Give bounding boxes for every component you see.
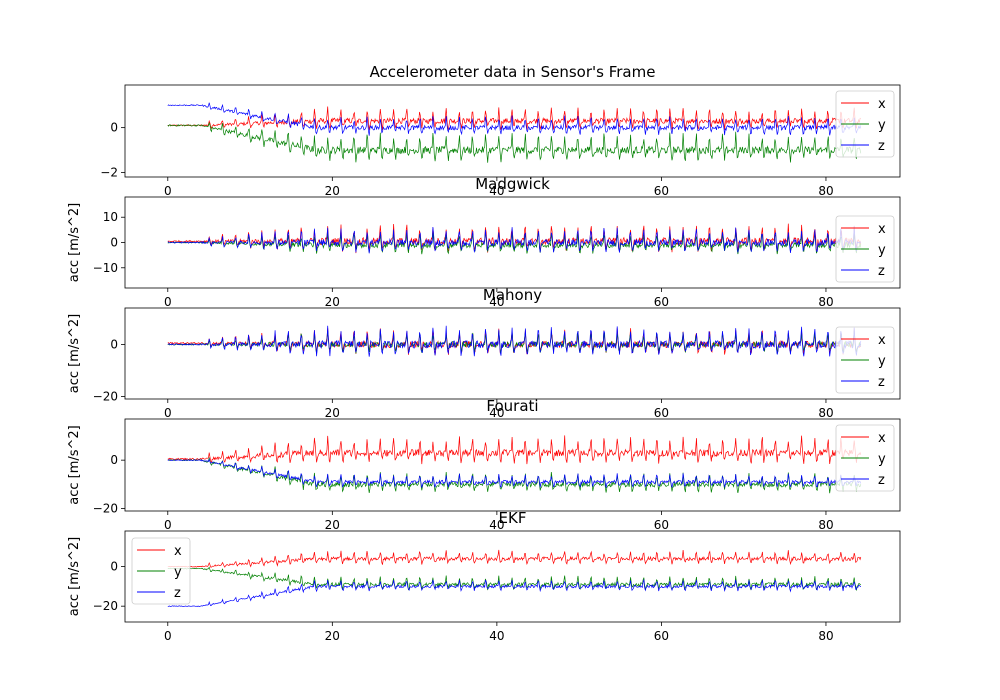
- x-tick-label: 0: [164, 518, 172, 532]
- y-tick-label: 0: [110, 560, 118, 574]
- y-axis-label: acc [m/s^2]: [67, 537, 82, 617]
- x-tick-label: 20: [325, 184, 340, 198]
- subplot-4: 0 20 40 60 80 −20 0 Fourati acc [m/s^2] xyz: [67, 397, 901, 532]
- subplot-3: 0 20 40 60 80 −20 0 Mahony acc [m/s^2] xyz: [67, 286, 901, 420]
- y-axis-label: acc [m/s^2]: [67, 425, 82, 505]
- subplot-1: 0 20 40 60 80 −2 0 Accelerometer data in Sensor…: [100, 63, 901, 198]
- legend-label-y: y: [878, 118, 886, 133]
- legend-label-x: x: [878, 333, 886, 348]
- x-tick-label: 80: [818, 184, 833, 198]
- subplot-title: Accelerometer data in Sensor's Frame: [370, 63, 656, 81]
- series-group: [167, 435, 862, 494]
- x-tick-label: 20: [325, 406, 340, 420]
- y-tick-label: 0: [110, 121, 118, 135]
- legend-label-z: z: [878, 139, 885, 154]
- x-tick-label: 40: [489, 184, 504, 198]
- x-tick-label: 20: [325, 518, 340, 532]
- subplot-2: 0 20 40 60 80 −10 0 10 Madgwick acc [m/s^2] xyz: [67, 175, 901, 309]
- legend-label-z: z: [878, 473, 885, 488]
- legend-label-z: z: [174, 586, 181, 601]
- y-tick-label: −20: [93, 599, 118, 613]
- y-tick-label: 0: [110, 236, 118, 250]
- legend-label-x: x: [878, 97, 886, 112]
- x-tick-label: 0: [164, 406, 172, 420]
- x-tick-label: 60: [654, 629, 669, 643]
- legend-label-x: x: [878, 431, 886, 446]
- x-tick-label: 60: [654, 295, 669, 309]
- legend-label-z: z: [878, 375, 885, 390]
- legend-label-z: z: [878, 264, 885, 279]
- axes-frame: [124, 307, 901, 400]
- series-line-z: [167, 578, 862, 607]
- series-line-y: [167, 566, 862, 591]
- legend-label-x: x: [174, 544, 182, 559]
- x-tick-label: 60: [654, 518, 669, 532]
- x-tick-label: 0: [164, 184, 172, 198]
- y-tick-label: 0: [110, 453, 118, 467]
- series-line-y: [167, 121, 862, 163]
- y-axis-label: acc [m/s^2]: [67, 314, 82, 394]
- series-group: [167, 223, 862, 255]
- x-tick-label: 0: [164, 629, 172, 643]
- y-tick-label: 0: [110, 337, 118, 351]
- y-tick-label: −20: [93, 502, 118, 516]
- x-tick-label: 60: [654, 406, 669, 420]
- subplot-5: 0 20 40 60 80 −20 0 EKF acc [m/s^2] xyz: [67, 509, 901, 643]
- axes-frame: [124, 418, 901, 512]
- legend: xyz: [131, 537, 191, 605]
- series-line-z: [167, 226, 862, 254]
- legend-label-y: y: [878, 243, 886, 258]
- x-tick-label: 60: [654, 184, 669, 198]
- x-tick-label: 80: [818, 295, 833, 309]
- x-tick-label: 40: [489, 518, 504, 532]
- series-line-y: [167, 457, 862, 494]
- legend: xyz: [835, 424, 895, 492]
- x-tick-label: 20: [325, 629, 340, 643]
- y-axis-label: acc [m/s^2]: [67, 203, 82, 283]
- subplot-title: Mahony: [483, 286, 542, 304]
- subplot-title: Madgwick: [475, 175, 550, 193]
- x-tick-label: 0: [164, 295, 172, 309]
- x-tick-label: 40: [489, 406, 504, 420]
- legend-label-x: x: [878, 222, 886, 237]
- x-tick-label: 40: [489, 295, 504, 309]
- legend-label-y: y: [174, 565, 182, 580]
- legend: xyz: [835, 90, 895, 158]
- series-line-x: [167, 549, 862, 568]
- subplot-title: Fourati: [486, 397, 538, 415]
- y-tick-label: −20: [93, 389, 118, 403]
- axes-frame: [124, 84, 901, 178]
- series-group: [167, 102, 862, 163]
- legend: xyz: [835, 215, 895, 283]
- legend-label-y: y: [878, 354, 886, 369]
- x-tick-label: 40: [489, 629, 504, 643]
- legend-label-y: y: [878, 452, 886, 467]
- series-group: [167, 325, 862, 357]
- y-tick-label: 10: [103, 210, 118, 224]
- y-tick-label: −2: [100, 166, 118, 180]
- series-line-z: [167, 102, 862, 136]
- x-tick-label: 80: [818, 629, 833, 643]
- series-line-z: [167, 325, 862, 357]
- y-tick-label: −10: [93, 261, 118, 275]
- series-line-x: [167, 106, 861, 131]
- axes-frame: [124, 530, 901, 623]
- x-tick-label: 20: [325, 295, 340, 309]
- series-line-z: [167, 458, 862, 489]
- series-group: [167, 549, 862, 607]
- x-tick-label: 80: [818, 406, 833, 420]
- subplot-title: EKF: [499, 509, 527, 527]
- x-tick-label: 80: [818, 518, 833, 532]
- series-line-x: [167, 435, 862, 465]
- legend: xyz: [835, 326, 895, 394]
